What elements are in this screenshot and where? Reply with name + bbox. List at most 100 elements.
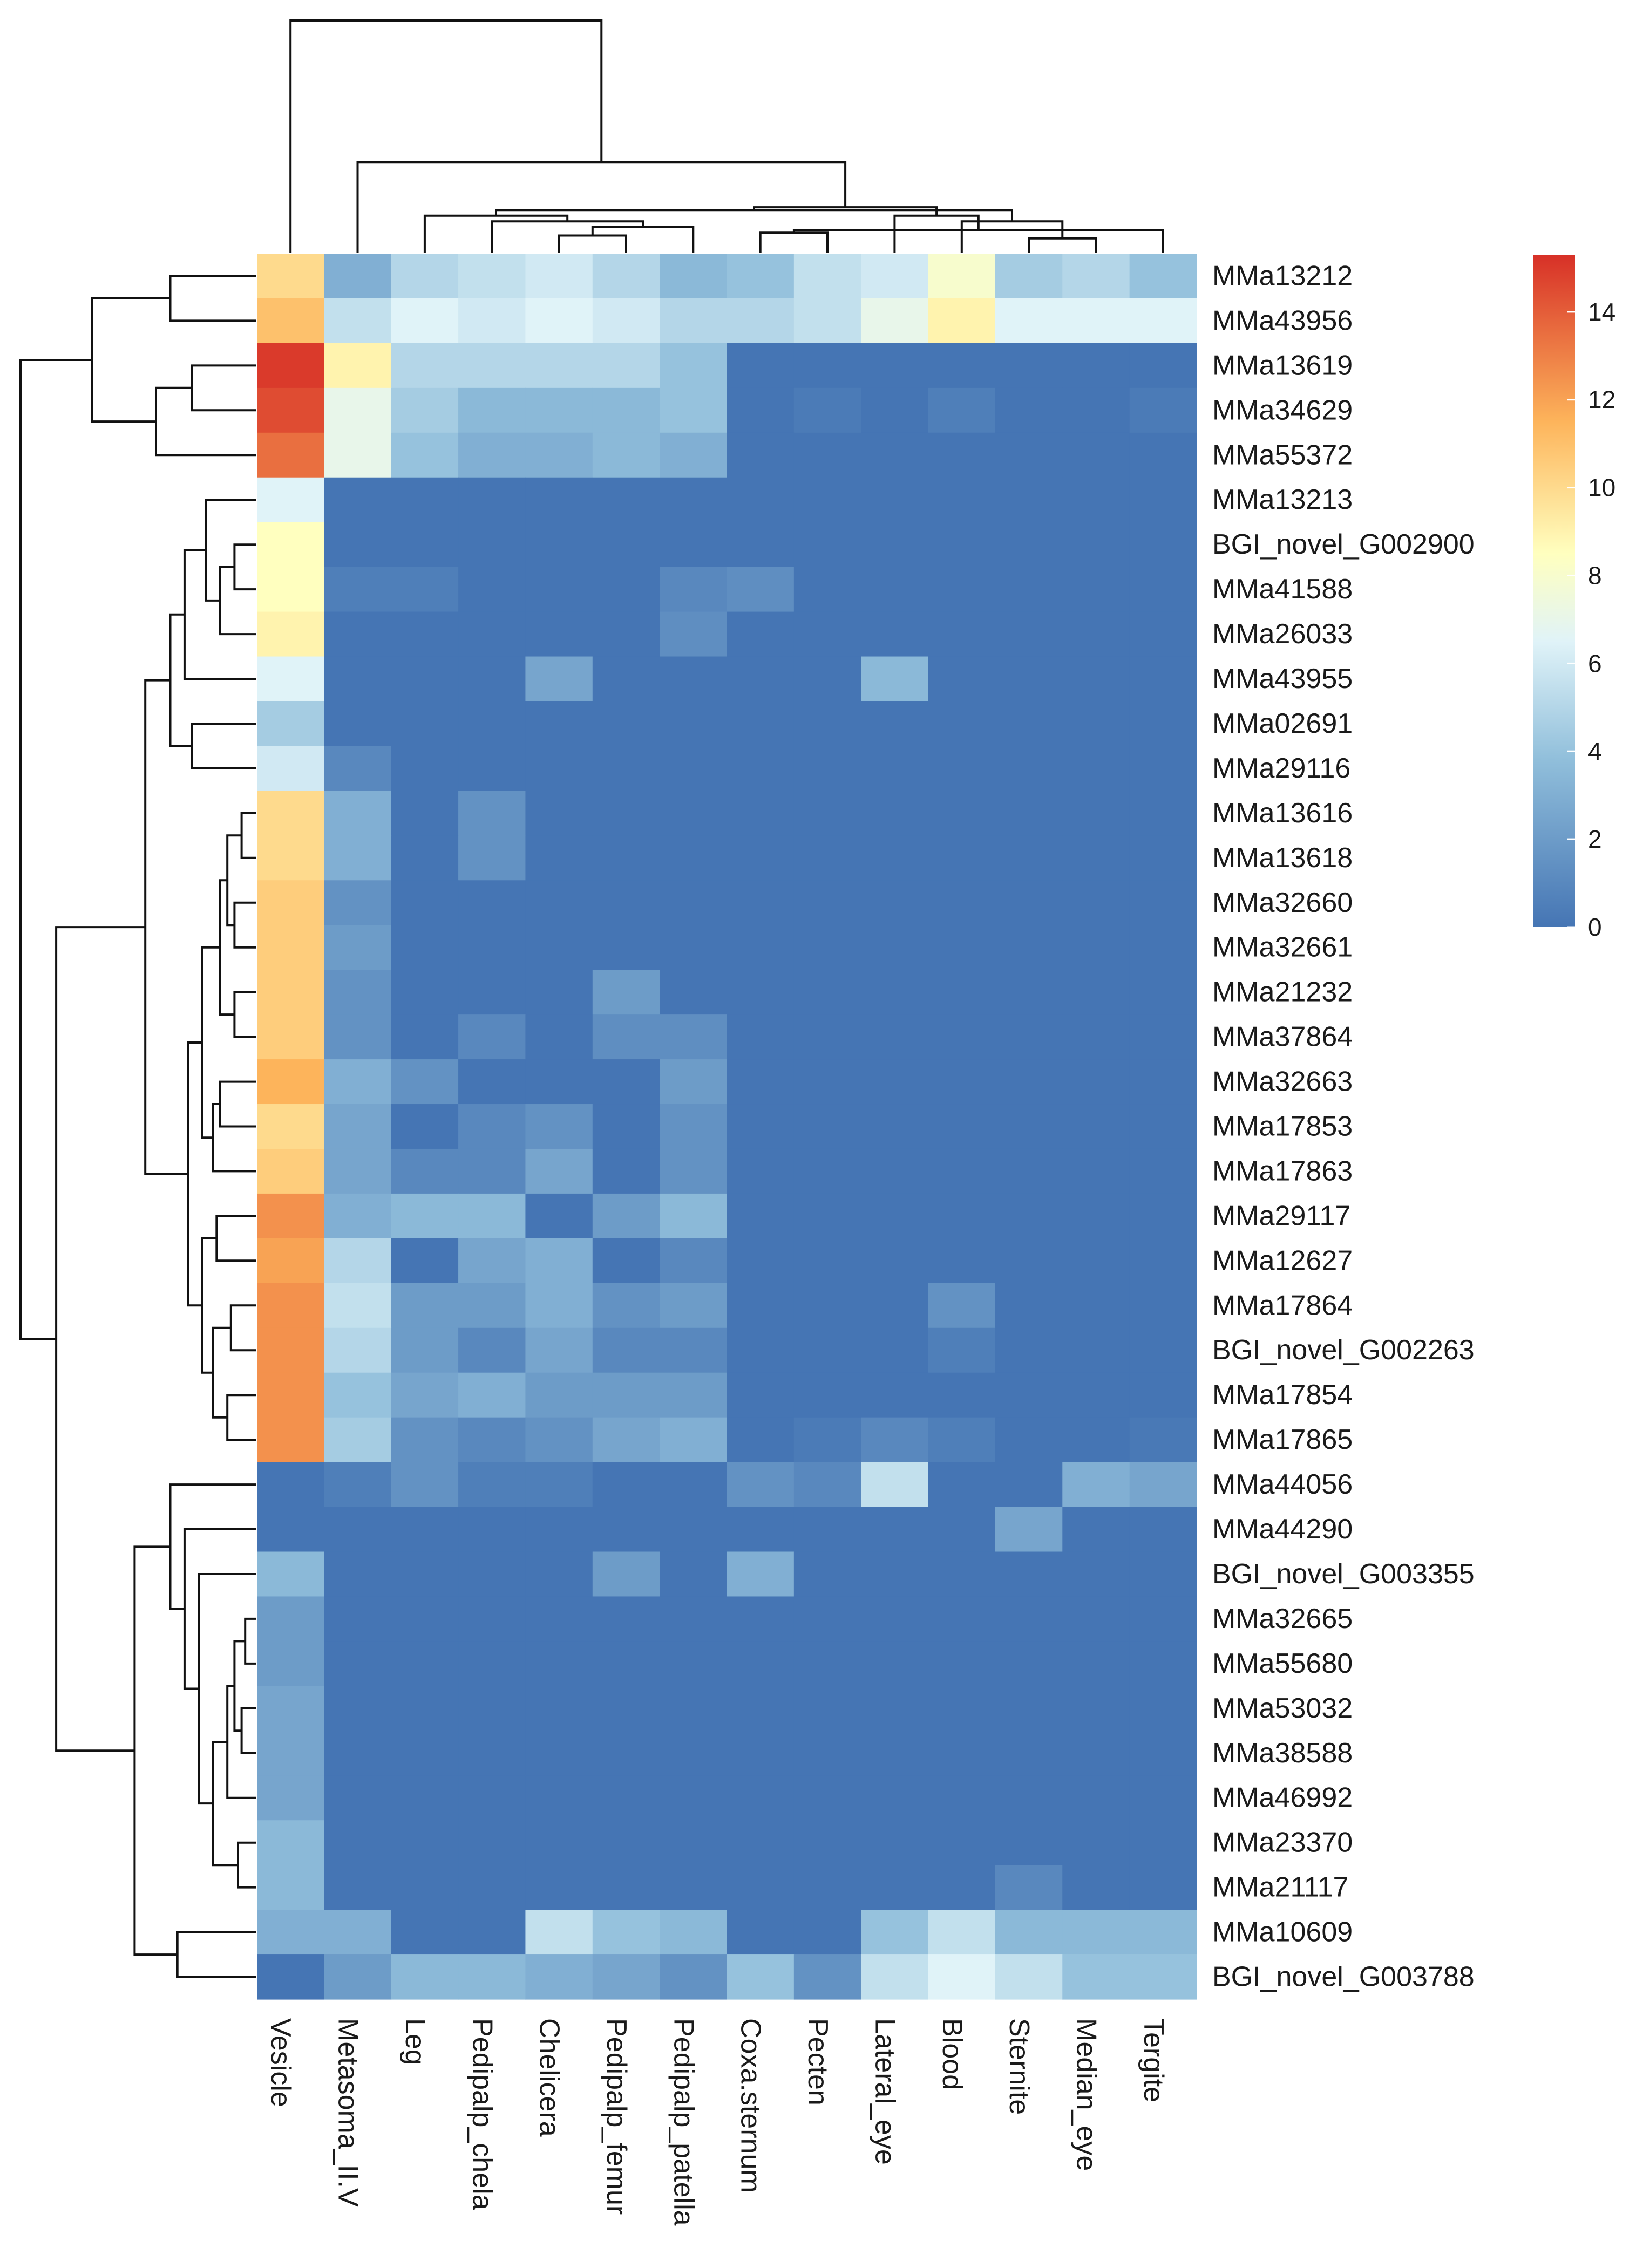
heatmap-cell [391, 1462, 459, 1508]
dendrogram-branch [289, 19, 603, 253]
heatmap-cell [928, 567, 996, 612]
heatmap-cell [257, 791, 324, 836]
heatmap-cell [793, 1910, 861, 1955]
heatmap-cell [1129, 1865, 1197, 1910]
column-label: Leg [399, 2018, 431, 2065]
heatmap-cell [324, 1238, 392, 1284]
heatmap-cell [861, 1238, 929, 1284]
heatmap-cell [1062, 1954, 1130, 2000]
heatmap-cell [1062, 1686, 1130, 1731]
heatmap-cell [1129, 1462, 1197, 1508]
heatmap-cell [324, 1731, 392, 1776]
heatmap-cell [793, 567, 861, 612]
heatmap-cell [257, 1059, 324, 1105]
heatmap-cell [727, 1059, 795, 1105]
heatmap-cell [592, 1014, 660, 1060]
heatmap-cell [458, 880, 526, 925]
heatmap-cell [995, 611, 1063, 657]
heatmap-cell [1062, 1865, 1130, 1910]
heatmap-cell [257, 1686, 324, 1731]
row-label: MMa46992 [1212, 1782, 1353, 1814]
heatmap-cell [928, 1372, 996, 1418]
heatmap-cell [928, 791, 996, 836]
heatmap-cell [1062, 1059, 1130, 1105]
heatmap-cell [324, 1417, 392, 1463]
row-label: MMa32661 [1212, 932, 1353, 963]
heatmap-cell [324, 1775, 392, 1821]
heatmap-cell [391, 567, 459, 612]
heatmap-cell [458, 835, 526, 881]
heatmap-cell [525, 1059, 593, 1105]
heatmap-cell [660, 432, 728, 478]
heatmap-cell [861, 1551, 929, 1597]
row-label: BGI_novel_G003355 [1212, 1558, 1475, 1590]
heatmap-cell [1129, 1372, 1197, 1418]
row-label: MMa38588 [1212, 1738, 1353, 1769]
heatmap-cell [592, 1283, 660, 1329]
heatmap-cell [995, 1014, 1063, 1060]
heatmap-cell [928, 1462, 996, 1508]
heatmap-cell [458, 522, 526, 568]
heatmap-cell [660, 656, 728, 702]
heatmap-cell [861, 656, 929, 702]
heatmap-cell [592, 343, 660, 389]
heatmap-cell [1129, 432, 1197, 478]
heatmap-cell [1062, 298, 1130, 344]
heatmap-cell [1129, 1059, 1197, 1105]
row-label: MMa10609 [1212, 1917, 1353, 1948]
heatmap-cell [391, 1775, 459, 1821]
dendrogram-branch [215, 1215, 256, 1262]
heatmap-cell [1062, 611, 1130, 657]
heatmap-cell [391, 1731, 459, 1776]
heatmap-cell [793, 477, 861, 523]
heatmap-cell [861, 298, 929, 344]
dendrogram-branch [240, 1707, 256, 1754]
heatmap-cell [1062, 880, 1130, 925]
heatmap-cell [660, 1910, 728, 1955]
dendrogram-branch [169, 613, 192, 747]
heatmap-cell [928, 1775, 996, 1821]
heatmap-cell [727, 656, 795, 702]
heatmap-cell [793, 1462, 861, 1508]
heatmap-cell [458, 656, 526, 702]
heatmap-cell [660, 522, 728, 568]
heatmap-cell [592, 1238, 660, 1284]
heatmap-cell [861, 522, 929, 568]
heatmap-cell [995, 522, 1063, 568]
heatmap-cell [1062, 1417, 1130, 1463]
heatmap-cell [727, 1327, 795, 1373]
heatmap-cell [660, 477, 728, 523]
heatmap-cell [458, 477, 526, 523]
heatmap-cell [1062, 254, 1130, 299]
heatmap-cell [592, 835, 660, 881]
row-label: MMa23370 [1212, 1827, 1353, 1858]
row-label: MMa13616 [1212, 798, 1353, 829]
heatmap-cell [861, 1641, 929, 1686]
heatmap-cell [1062, 1462, 1130, 1508]
heatmap-cell [324, 835, 392, 881]
heatmap-cell [257, 1731, 324, 1776]
heatmap-cell [660, 1372, 728, 1418]
heatmap-cell [458, 1372, 526, 1418]
heatmap-cell [458, 1327, 526, 1373]
color-legend: 0 2 4 6 8 10 12 14 [1533, 255, 1615, 941]
heatmap-cell [727, 1372, 795, 1418]
heatmap-cell [928, 656, 996, 702]
heatmap-cell [525, 477, 593, 523]
heatmap-cell [1062, 477, 1130, 523]
heatmap-cell [928, 1238, 996, 1284]
heatmap-cell [861, 970, 929, 1015]
heatmap-cell [793, 925, 861, 970]
heatmap-cell [995, 432, 1063, 478]
column-label: Blood [936, 2018, 968, 2090]
heatmap-cell [793, 611, 861, 657]
dendrogram-branch [591, 226, 695, 253]
heatmap-cell [391, 1104, 459, 1149]
heatmap-cell [324, 656, 392, 702]
dendrogram-branch [244, 1617, 256, 1665]
row-label: MMa17863 [1212, 1155, 1353, 1187]
heatmap-cell [660, 1731, 728, 1776]
heatmap-cell [861, 1193, 929, 1239]
dendrogram-branch [960, 220, 1064, 253]
